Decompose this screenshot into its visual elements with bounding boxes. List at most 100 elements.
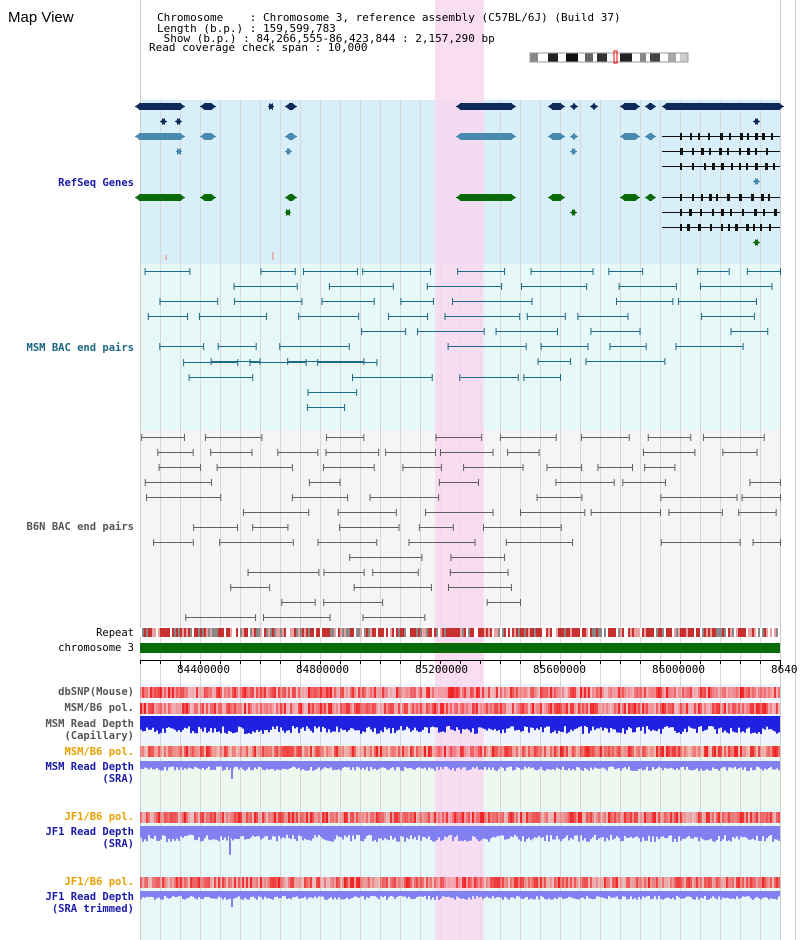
jf1-b6-pol-strip-2 (448, 877, 450, 888)
jf1-depth-sra (694, 826, 696, 838)
track-label-jf1-depth-trim[interactable]: JF1 Read Depth (45, 891, 134, 903)
jf1-b6-pol-strip (726, 812, 728, 823)
msm-b6-pol-strip (720, 703, 722, 714)
track-label-chromosome[interactable]: chromosome 3 (58, 642, 134, 654)
jf1-b6-pol-strip (596, 812, 598, 823)
track-label-jf1-depth-sra-sub[interactable]: (SRA) (102, 838, 134, 850)
track-label-msm-b6-pol[interactable]: MSM/B6 pol. (64, 702, 134, 714)
jf1-b6-pol-strip (766, 812, 768, 823)
msm-b6-pol-strip (772, 703, 774, 714)
jf1-depth-trimmed (430, 891, 432, 900)
msm-b6-pol-strip (560, 703, 562, 714)
msm-depth-sra (206, 761, 208, 769)
gene-exon (768, 194, 770, 201)
track-label-jf1-depth-sra[interactable]: JF1 Read Depth (45, 826, 134, 838)
msm-depth-capillary (284, 716, 286, 733)
repeat-segment (636, 628, 638, 637)
jf1-b6-pol-strip (326, 812, 328, 823)
msm-b6-pol-strip-2 (512, 746, 514, 757)
track-label-msm-depth-cap-sub[interactable]: (Capillary) (64, 730, 134, 742)
jf1-b6-pol-strip-2 (762, 877, 764, 888)
jf1-depth-sra (704, 826, 706, 841)
msm-depth-sra-spike (231, 761, 233, 779)
jf1-depth-sra (422, 826, 424, 837)
jf1-b6-pol-strip (316, 812, 318, 823)
msm-depth-sra (768, 761, 770, 769)
jf1-b6-pol-strip-2 (402, 877, 404, 888)
track-label-repeat[interactable]: Repeat (96, 627, 134, 639)
msm-depth-capillary (638, 716, 640, 728)
ideogram-outline (529, 52, 689, 63)
repeat-segment (778, 628, 780, 637)
msm-depth-capillary (574, 716, 576, 730)
jf1-depth-sra (594, 826, 596, 835)
dbsnp-strip (472, 687, 474, 698)
track-label-jf1-depth-trim-sub[interactable]: (SRA trimmed) (51, 903, 134, 915)
track-label-jf1-b6-pol-trim[interactable]: JF1/B6 pol. (64, 876, 134, 888)
jf1-depth-trimmed (368, 891, 370, 899)
msm-depth-capillary (576, 716, 578, 729)
repeat-segment (216, 628, 218, 637)
msm-b6-pol-strip-2 (342, 746, 344, 757)
jf1-b6-pol-strip (328, 812, 330, 823)
msm-b6-pol-strip-2 (760, 746, 762, 757)
jf1-b6-pol-strip-2 (582, 877, 584, 888)
dbsnp-strip (220, 687, 222, 698)
track-label-msm-bac[interactable]: MSM BAC end pairs (26, 342, 134, 354)
jf1-b6-pol-strip-2 (766, 877, 768, 888)
jf1-b6-pol-strip-2 (410, 877, 412, 888)
msm-depth-capillary (232, 716, 234, 734)
msm-b6-pol-strip-2 (270, 746, 272, 757)
gene-exon (680, 224, 682, 231)
jf1-b6-pol-strip (218, 812, 220, 823)
repeat-segment (310, 628, 312, 637)
track-label-msm-depth-sra[interactable]: MSM Read Depth (45, 761, 134, 773)
jf1-depth-sra (290, 826, 292, 839)
dbsnp-strip (494, 687, 496, 698)
jf1-b6-pol-strip (492, 812, 494, 823)
msm-depth-capillary (234, 716, 236, 733)
msm-b6-pol-strip (530, 703, 532, 714)
repeat-segment (694, 628, 696, 637)
jf1-b6-pol-strip (348, 812, 350, 823)
jf1-b6-pol-strip-2 (308, 877, 310, 888)
msm-b6-pol-strip (750, 703, 752, 714)
msm-depth-sra (144, 761, 146, 768)
dbsnp-strip (478, 687, 480, 698)
track-label-msm-b6-pol-sra[interactable]: MSM/B6 pol. (64, 746, 134, 758)
msm-depth-sra (716, 761, 718, 769)
jf1-b6-pol-strip (314, 812, 316, 823)
msm-depth-sra (180, 761, 182, 768)
msm-b6-pol-strip (358, 703, 360, 714)
ideogram (530, 53, 688, 62)
msm-depth-sra (544, 761, 546, 771)
jf1-b6-pol-strip-2 (274, 877, 276, 888)
dbsnp-strip (360, 687, 362, 698)
msm-depth-sra (616, 761, 618, 769)
msm-b6-pol-strip-2 (332, 746, 334, 757)
jf1-depth-trimmed (376, 891, 378, 898)
repeat-segment (182, 628, 184, 637)
track-label-refseq[interactable]: RefSeq Genes (58, 177, 134, 189)
dbsnp-strip (530, 687, 532, 698)
repeat-segment (400, 628, 402, 637)
msm-depth-sra (240, 761, 242, 768)
repeat-segment (254, 628, 256, 637)
msm-depth-sra (672, 761, 674, 769)
track-label-jf1-b6-pol[interactable]: JF1/B6 pol. (64, 811, 134, 823)
track-label-dbsnp[interactable]: dbSNP(Mouse) (58, 686, 134, 698)
msm-b6-pol-strip-2 (400, 746, 402, 757)
jf1-b6-pol-strip (292, 812, 294, 823)
dbsnp-strip (738, 687, 740, 698)
track-label-msm-depth-cap[interactable]: MSM Read Depth (45, 718, 134, 730)
jf1-depth-trimmed (486, 891, 488, 897)
msm-depth-capillary (204, 716, 206, 728)
dbsnp-strip (768, 687, 770, 698)
jf1-b6-pol-strip (572, 812, 574, 823)
track-label-msm-depth-sra-sub[interactable]: (SRA) (102, 773, 134, 785)
msm-b6-pol-strip-2 (550, 746, 552, 757)
track-label-b6n-bac[interactable]: B6N BAC end pairs (26, 521, 134, 533)
msm-b6-pol-strip-2 (300, 746, 302, 757)
msm-b6-pol-strip (668, 703, 670, 714)
